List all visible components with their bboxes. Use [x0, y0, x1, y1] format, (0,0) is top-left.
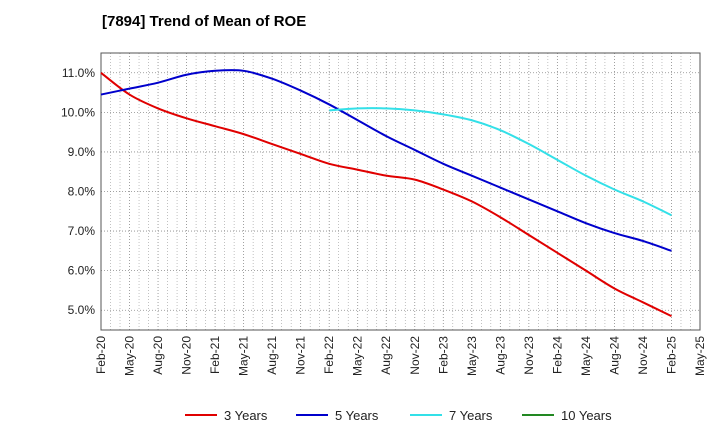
legend-label-10-years: 10 Years [561, 408, 612, 423]
x-tick-label: May-20 [123, 336, 137, 376]
x-tick-label: May-22 [351, 336, 365, 376]
chart-title: [7894] Trend of Mean of ROE [102, 13, 307, 30]
y-tick-label: 7.0% [68, 224, 96, 238]
x-tick-label: Feb-21 [208, 336, 222, 374]
y-tick-label: 6.0% [68, 264, 96, 278]
x-tick-label: Aug-22 [379, 336, 393, 375]
x-tick-label: Feb-23 [436, 336, 450, 374]
y-tick-label: 5.0% [68, 303, 96, 317]
plot-border [100, 52, 701, 331]
series-line-5-years [100, 69, 672, 252]
y-tick-label: 8.0% [68, 185, 96, 199]
x-tick-label: Feb-25 [664, 336, 678, 374]
x-tick-label: Aug-21 [265, 336, 279, 375]
y-tick-label: 10.0% [61, 105, 95, 119]
legend-label-5-years: 5 Years [335, 408, 379, 423]
x-tick-label: Feb-24 [550, 336, 564, 374]
x-tick-label: Nov-21 [294, 336, 308, 375]
series-line-3-years [100, 71, 672, 318]
x-tick-label: Nov-20 [180, 336, 194, 375]
legend: 3 Years 5 Years 7 Years 10 Years [185, 408, 612, 423]
x-tick-label: May-24 [579, 336, 593, 376]
x-tick-label: Feb-20 [94, 336, 108, 374]
axes: 5.0% 6.0% 7.0% 8.0% 9.0% 10.0% 11.0% Feb-20 May-… [61, 52, 707, 376]
plot-area [101, 53, 700, 330]
legend-label-7-years: 7 Years [449, 408, 493, 423]
series-lines [100, 69, 672, 318]
x-tick-label: Nov-22 [408, 336, 422, 375]
x-tick-label: Feb-22 [322, 336, 336, 374]
grid [100, 53, 701, 330]
x-tick-label: Nov-23 [522, 336, 536, 375]
x-tick-label: Nov-24 [636, 336, 650, 375]
x-tick-label: Aug-20 [151, 336, 165, 375]
x-tick-label: May-23 [465, 336, 479, 376]
x-tick-label: Aug-24 [607, 336, 621, 375]
x-tick-label: May-21 [237, 336, 251, 376]
y-tick-label: 11.0% [62, 66, 95, 80]
series-line-7-years [329, 107, 672, 217]
x-tick-label: May-25 [693, 336, 707, 376]
y-tick-label: 9.0% [68, 145, 96, 159]
legend-label-3-years: 3 Years [224, 408, 268, 423]
x-tick-label: Aug-23 [493, 336, 507, 375]
